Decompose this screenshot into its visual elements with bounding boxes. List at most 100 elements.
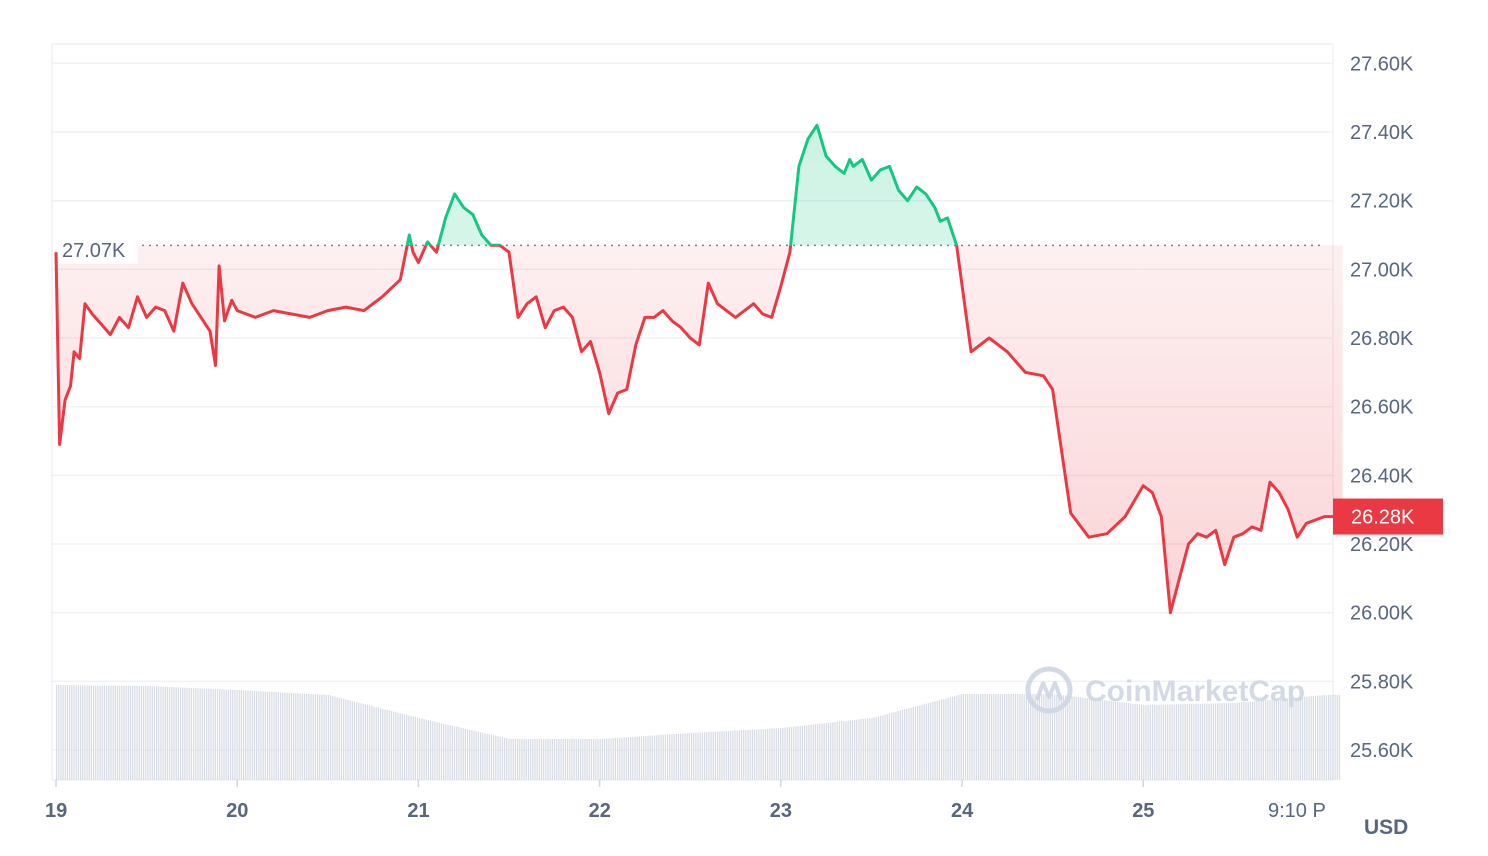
volume-bar [806,725,808,780]
coinmarketcap-logo-icon [1025,666,1073,714]
volume-bar [727,730,730,780]
volume-bar [1075,696,1077,780]
volume-bar [971,694,973,780]
volume-bar [1132,703,1134,780]
volume-bar [201,688,203,780]
volume-bar [269,691,271,780]
volume-bar [1069,696,1071,780]
y-tick-label: 27.20K [1350,191,1414,213]
volume-bar [1058,694,1060,780]
volume-bar [308,693,310,780]
volume-bar [543,739,545,780]
volume-bar [58,685,60,780]
volume-bar [279,692,282,780]
volume-bar [125,685,127,780]
volume-bar [238,690,240,780]
volume-bar [762,729,764,780]
volume-bar [273,692,275,780]
volume-bar [1077,697,1080,780]
volume-bar [771,728,773,780]
volume-bar [1199,703,1201,780]
volume-bar [623,737,625,780]
volume-bar [1127,703,1130,780]
volume-bar [466,729,469,780]
volume-bar [664,734,667,780]
volume-bar [869,718,871,780]
volume-bar [1110,701,1112,780]
volume-bar [214,689,216,780]
volume-bar [503,737,506,780]
volume-bar [1038,694,1041,780]
volume-bar [767,728,769,780]
volume-bar [882,715,884,780]
volume-bar [1097,699,1099,780]
volume-bar [256,691,258,780]
volume-bar [975,694,977,780]
volume-bar [1201,703,1204,780]
volume-bar [349,700,351,780]
volume-bar [647,735,649,780]
volume-bar [717,731,719,780]
volume-bar [1023,694,1025,780]
area-fill-below-reference [56,245,1343,613]
volume-bar [240,690,243,780]
volume-bar [386,709,388,780]
volume-bar [967,694,969,780]
volume-bar [1275,699,1278,780]
volume-bar [160,686,162,780]
volume-bar [245,690,247,780]
volume-bar [379,708,382,780]
volume-bar [921,704,923,780]
volume-bar [1286,698,1288,780]
volume-bar [1119,702,1121,780]
volume-bar [384,709,386,780]
volume-bar [447,724,449,780]
volume-bar [364,704,366,780]
volume-bar [471,730,473,780]
volume-bar [764,728,767,780]
volume-bar [636,736,638,780]
volume-bar [234,689,236,780]
volume-bar [608,738,610,780]
volume-bar [532,739,534,780]
volume-bar [182,687,184,780]
volume-bar [897,711,899,780]
volume-bar [1056,694,1058,780]
volume-bar [221,689,223,780]
volume-bar [527,739,530,780]
volume-bar [556,739,558,780]
volume-bar [1049,694,1051,780]
volume-bar [332,696,334,780]
volume-bar [1217,703,1219,780]
x-tick-label: 25 [1132,800,1154,822]
volume-bar [947,697,949,780]
volume-bar [901,709,904,780]
volume-bar [1304,696,1306,780]
volume-bar [262,691,264,780]
volume-bar [1208,703,1210,780]
volume-bar [1232,703,1234,780]
volume-bar [1006,694,1008,780]
volume-bar [734,730,736,780]
volume-bar [788,727,790,780]
volume-bar [917,705,919,780]
volume-bar [164,686,166,780]
area-fill-above-reference [407,125,957,246]
volume-bar [651,735,653,780]
volume-bar [410,715,412,780]
volume-bar [545,739,547,780]
volume-bar [399,713,401,780]
volume-bar [1328,695,1330,780]
volume-bar [1158,704,1160,780]
volume-bar [682,733,684,780]
volume-bar [69,685,71,780]
volume-bar [369,705,371,780]
volume-bar [1249,701,1251,780]
volume-bar [938,700,941,780]
volume-bar [162,686,164,780]
volume-bar [175,687,177,780]
volume-bar [60,685,62,780]
volume-bar [1101,699,1104,780]
volume-bar [912,707,914,780]
volume-bar [301,693,303,780]
